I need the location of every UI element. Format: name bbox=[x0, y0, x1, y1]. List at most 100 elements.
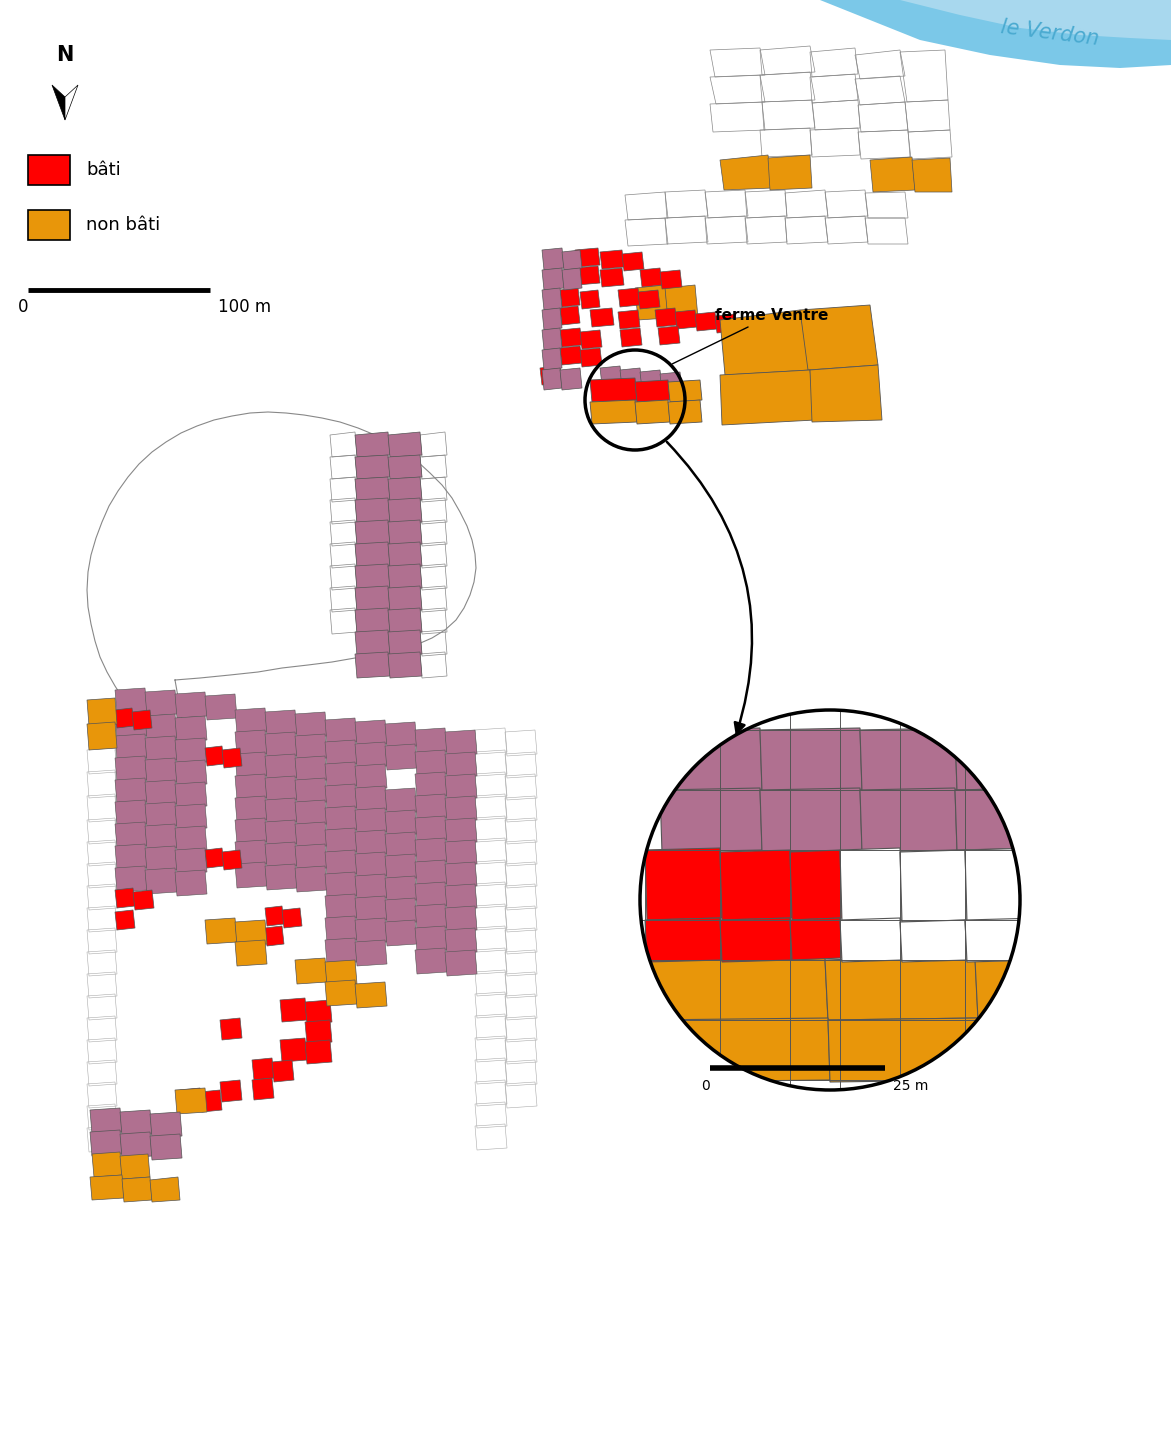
Polygon shape bbox=[235, 840, 267, 866]
Text: 25 m: 25 m bbox=[893, 1078, 929, 1093]
Polygon shape bbox=[667, 400, 701, 424]
Polygon shape bbox=[355, 982, 386, 1008]
Polygon shape bbox=[174, 739, 207, 764]
Polygon shape bbox=[385, 810, 417, 836]
Polygon shape bbox=[174, 760, 207, 786]
Polygon shape bbox=[580, 290, 600, 308]
Polygon shape bbox=[355, 652, 390, 678]
Polygon shape bbox=[590, 379, 637, 402]
Polygon shape bbox=[326, 827, 357, 855]
Polygon shape bbox=[445, 840, 477, 866]
Polygon shape bbox=[720, 310, 810, 376]
Polygon shape bbox=[122, 1177, 152, 1202]
Polygon shape bbox=[790, 918, 842, 959]
Polygon shape bbox=[272, 1060, 294, 1083]
Polygon shape bbox=[622, 252, 644, 271]
Polygon shape bbox=[560, 369, 582, 390]
Polygon shape bbox=[174, 804, 207, 830]
Polygon shape bbox=[265, 842, 297, 868]
Bar bbox=[28, 209, 70, 239]
Polygon shape bbox=[145, 780, 177, 806]
Polygon shape bbox=[235, 774, 267, 800]
Polygon shape bbox=[760, 789, 862, 852]
Polygon shape bbox=[445, 906, 477, 932]
Polygon shape bbox=[660, 789, 762, 852]
Polygon shape bbox=[388, 542, 422, 568]
Polygon shape bbox=[635, 400, 670, 424]
Polygon shape bbox=[265, 776, 297, 802]
Polygon shape bbox=[326, 784, 357, 810]
Polygon shape bbox=[235, 817, 267, 845]
Polygon shape bbox=[415, 926, 447, 952]
Polygon shape bbox=[415, 882, 447, 908]
Polygon shape bbox=[174, 870, 207, 896]
Polygon shape bbox=[90, 1108, 122, 1134]
Polygon shape bbox=[265, 797, 297, 825]
Polygon shape bbox=[720, 918, 792, 962]
Circle shape bbox=[641, 710, 1020, 1090]
Polygon shape bbox=[415, 948, 447, 974]
Polygon shape bbox=[295, 800, 327, 826]
Polygon shape bbox=[115, 734, 148, 760]
Polygon shape bbox=[355, 542, 390, 568]
Polygon shape bbox=[174, 716, 207, 741]
Polygon shape bbox=[900, 850, 967, 922]
Polygon shape bbox=[790, 850, 842, 921]
Polygon shape bbox=[641, 268, 662, 287]
Polygon shape bbox=[93, 1152, 122, 1177]
Polygon shape bbox=[388, 630, 422, 655]
Polygon shape bbox=[355, 498, 390, 523]
Polygon shape bbox=[145, 825, 177, 850]
Polygon shape bbox=[252, 1078, 274, 1100]
Polygon shape bbox=[445, 774, 477, 800]
Polygon shape bbox=[295, 845, 327, 870]
Polygon shape bbox=[445, 928, 477, 954]
Polygon shape bbox=[280, 998, 307, 1022]
Polygon shape bbox=[820, 0, 1171, 67]
Polygon shape bbox=[90, 1130, 122, 1156]
Polygon shape bbox=[619, 369, 642, 387]
Polygon shape bbox=[355, 786, 386, 812]
Polygon shape bbox=[52, 85, 66, 120]
Polygon shape bbox=[326, 979, 357, 1007]
Polygon shape bbox=[115, 822, 148, 847]
Polygon shape bbox=[562, 250, 582, 270]
Polygon shape bbox=[355, 455, 390, 479]
Polygon shape bbox=[355, 478, 390, 502]
Polygon shape bbox=[388, 652, 422, 678]
Polygon shape bbox=[445, 730, 477, 756]
Polygon shape bbox=[295, 713, 327, 739]
Polygon shape bbox=[265, 926, 285, 946]
Polygon shape bbox=[282, 908, 302, 928]
Polygon shape bbox=[235, 796, 267, 822]
Polygon shape bbox=[87, 698, 117, 726]
Polygon shape bbox=[252, 1058, 274, 1080]
Polygon shape bbox=[174, 826, 207, 852]
Polygon shape bbox=[87, 721, 117, 750]
Polygon shape bbox=[355, 918, 386, 944]
Polygon shape bbox=[826, 955, 978, 1020]
Polygon shape bbox=[900, 0, 1171, 40]
Polygon shape bbox=[326, 718, 357, 744]
Polygon shape bbox=[590, 308, 614, 327]
Polygon shape bbox=[145, 690, 177, 716]
Polygon shape bbox=[326, 893, 357, 921]
Polygon shape bbox=[133, 891, 155, 911]
Polygon shape bbox=[235, 751, 267, 779]
Polygon shape bbox=[598, 386, 619, 404]
Polygon shape bbox=[200, 1090, 222, 1111]
Polygon shape bbox=[978, 1018, 1064, 1083]
Polygon shape bbox=[235, 708, 267, 734]
Polygon shape bbox=[560, 346, 582, 366]
Polygon shape bbox=[542, 248, 564, 270]
Polygon shape bbox=[540, 366, 562, 384]
Polygon shape bbox=[385, 921, 417, 946]
Polygon shape bbox=[355, 807, 386, 835]
Polygon shape bbox=[445, 949, 477, 977]
Polygon shape bbox=[542, 288, 562, 310]
Polygon shape bbox=[641, 370, 662, 389]
Polygon shape bbox=[326, 872, 357, 898]
Polygon shape bbox=[635, 285, 667, 320]
Polygon shape bbox=[115, 800, 148, 826]
Polygon shape bbox=[355, 720, 386, 746]
